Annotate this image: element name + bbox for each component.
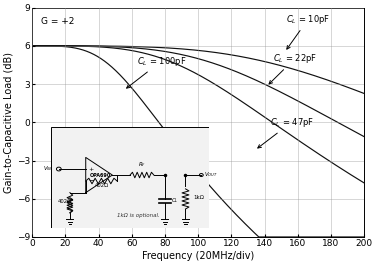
Text: 1kΩ is optional.: 1kΩ is optional. bbox=[116, 213, 159, 218]
Y-axis label: Gain-to-Capacitive Load (dB): Gain-to-Capacitive Load (dB) bbox=[4, 52, 14, 193]
Text: OPA690: OPA690 bbox=[90, 173, 111, 178]
Text: $C_L$ = 10pF: $C_L$ = 10pF bbox=[286, 12, 330, 49]
Text: 1kΩ: 1kΩ bbox=[193, 195, 204, 200]
Text: 402Ω: 402Ω bbox=[94, 183, 109, 188]
Text: G = +2: G = +2 bbox=[41, 17, 74, 26]
Text: $V_{IN}$: $V_{IN}$ bbox=[43, 165, 52, 174]
Text: $C_L$ = 22pF: $C_L$ = 22pF bbox=[269, 52, 317, 84]
Text: −: − bbox=[88, 178, 94, 184]
Text: $R_F$: $R_F$ bbox=[138, 160, 146, 169]
Text: $V_{OUT}$: $V_{OUT}$ bbox=[204, 171, 218, 179]
Text: 402Ω: 402Ω bbox=[57, 199, 71, 204]
Text: $C_L$ = 100pF: $C_L$ = 100pF bbox=[127, 55, 186, 88]
Text: $C_L$: $C_L$ bbox=[171, 196, 179, 205]
Text: $C_L$ = 47pF: $C_L$ = 47pF bbox=[258, 116, 314, 148]
X-axis label: Frequency (20MHz/div): Frequency (20MHz/div) bbox=[142, 251, 254, 261]
Text: +: + bbox=[88, 166, 93, 171]
